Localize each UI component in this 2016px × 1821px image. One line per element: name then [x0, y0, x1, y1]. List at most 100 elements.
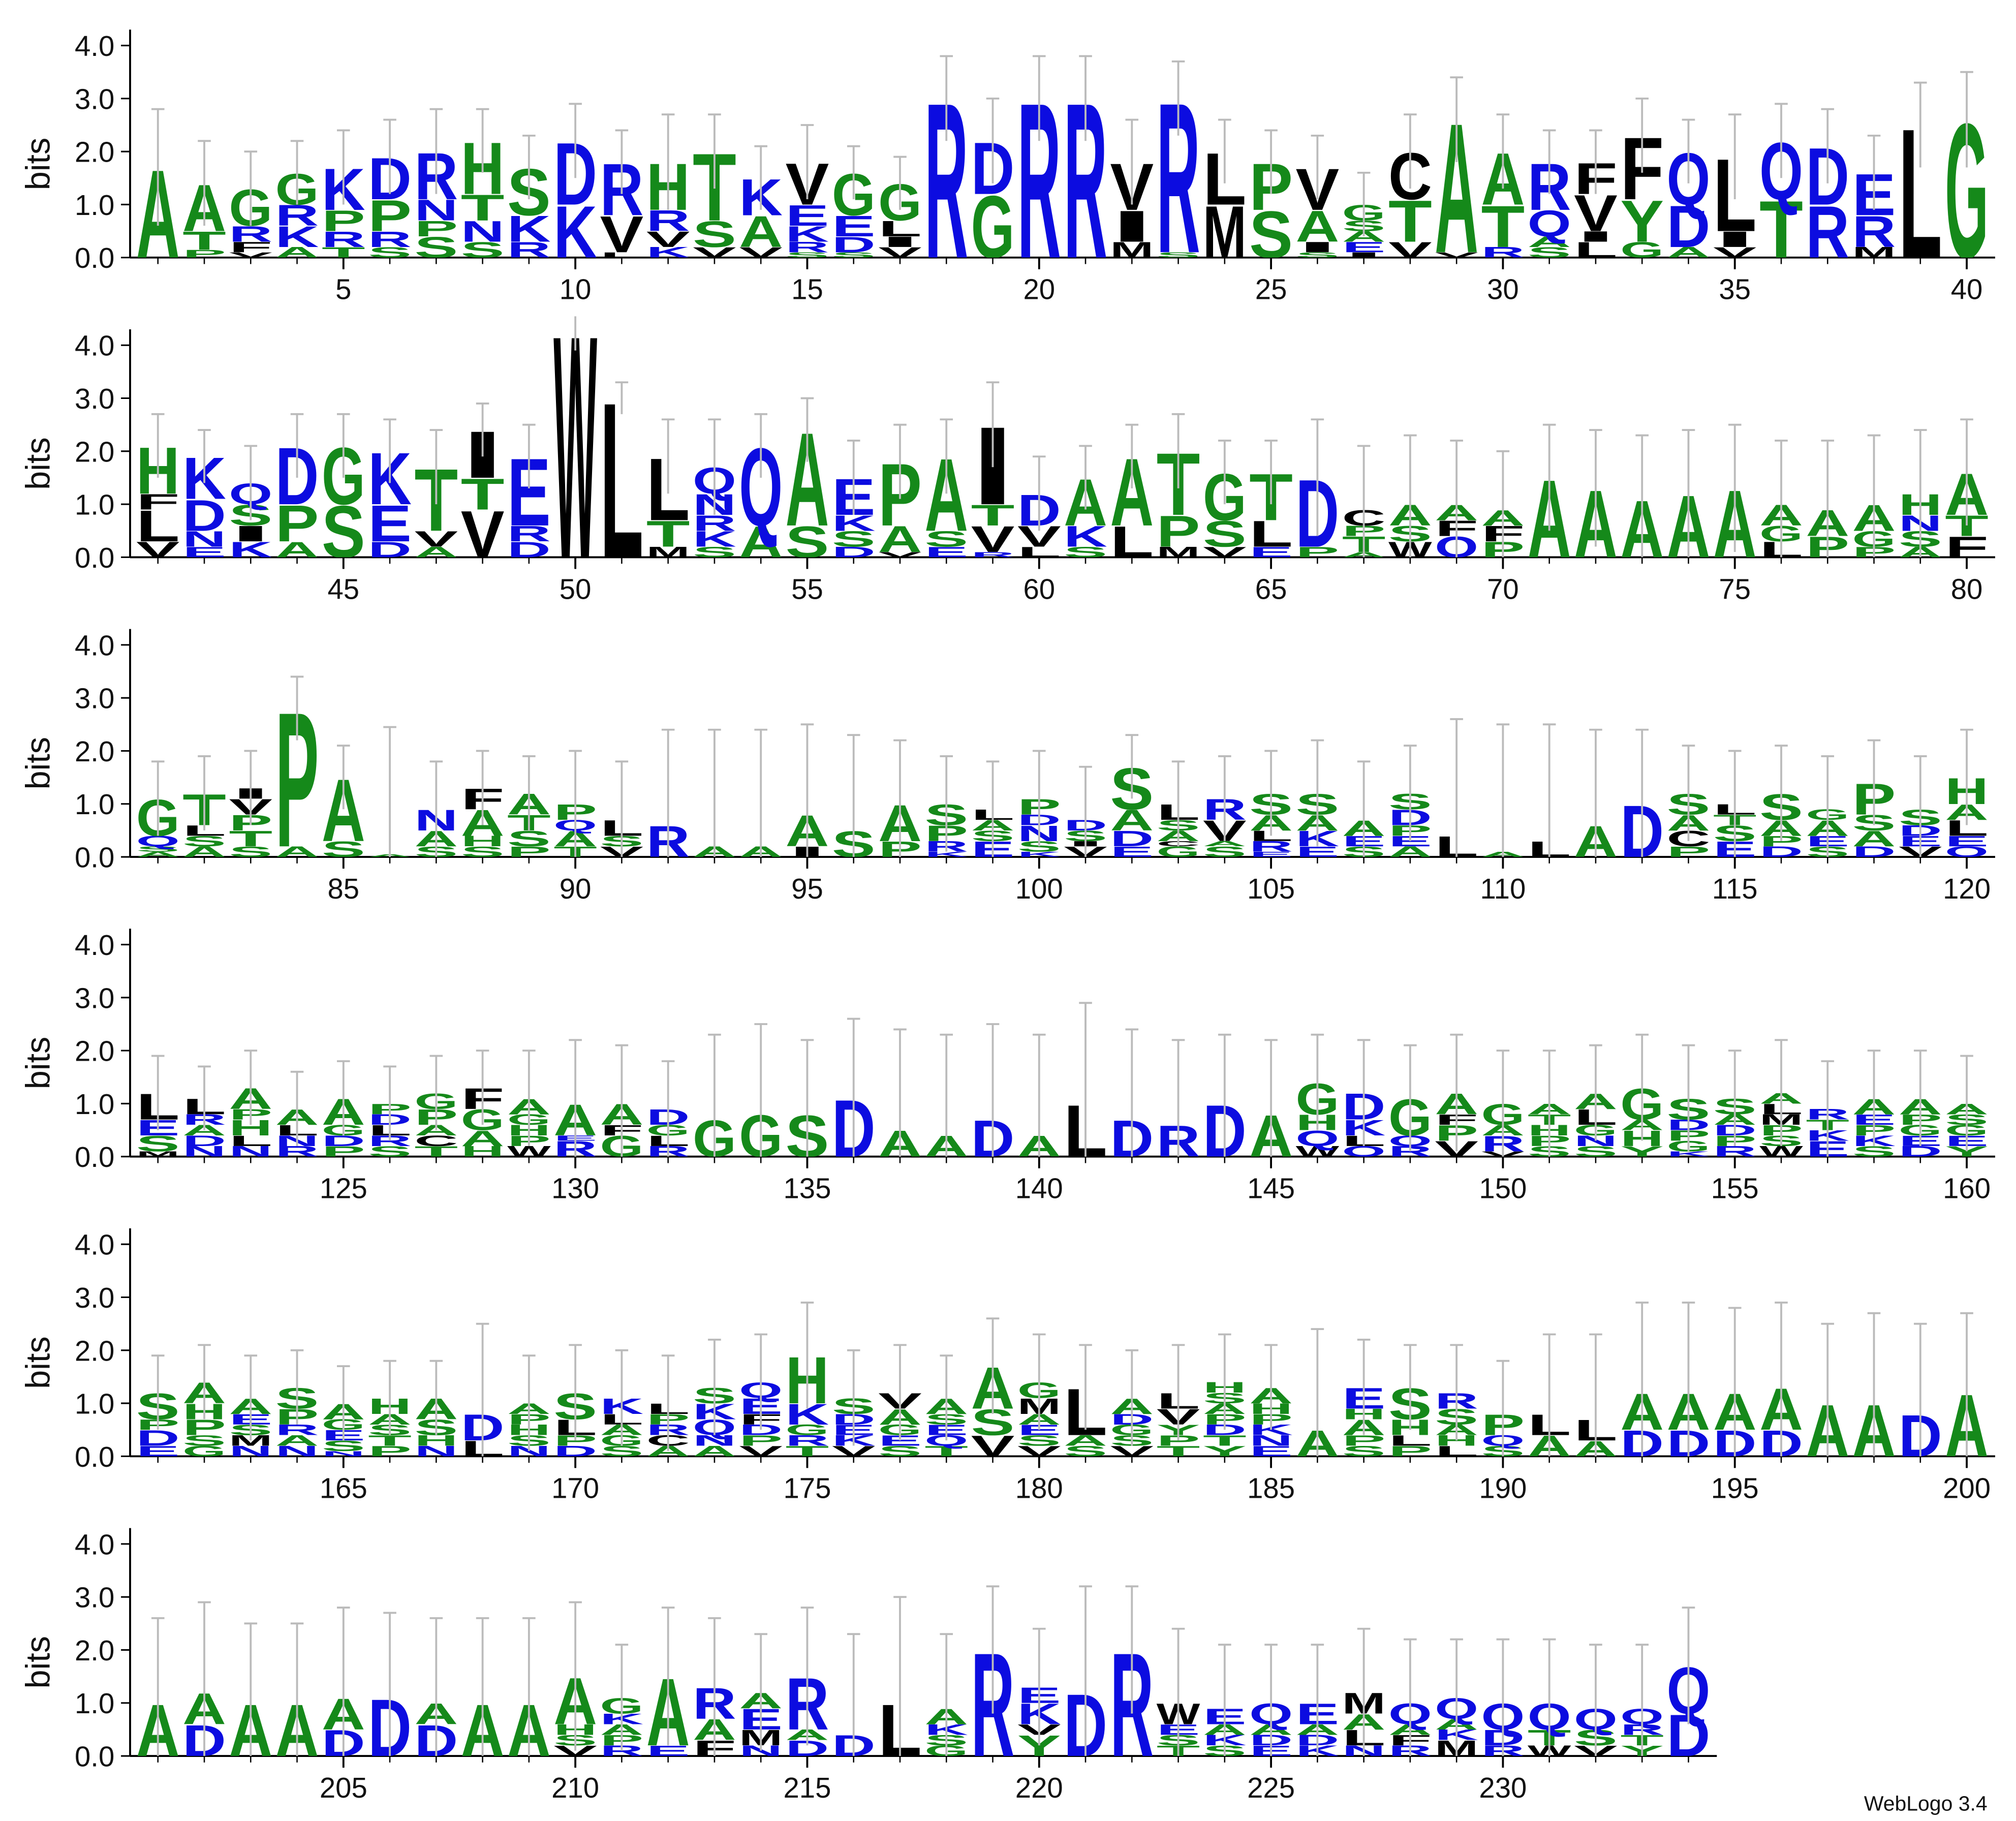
error-bar — [476, 108, 489, 173]
error-bar — [198, 429, 211, 483]
letter: S — [693, 213, 736, 255]
letter: K — [1667, 1150, 1711, 1158]
letter: I — [878, 233, 922, 250]
x-tick-label: 55 — [791, 573, 823, 605]
error-bar — [151, 413, 165, 478]
letter: R — [786, 1432, 829, 1449]
error-bar — [1775, 103, 1788, 178]
error-bar — [383, 418, 396, 483]
credit: WebLogo 3.4 — [1864, 1792, 1988, 1815]
letter: L — [1110, 517, 1154, 567]
error-bar — [1960, 71, 1973, 168]
letter: M — [1110, 237, 1154, 262]
error-bar — [940, 1033, 953, 1157]
error-bar — [151, 1055, 165, 1130]
logo-row: bits 0.0 1.0 2.0 3.0 4.0 — [19, 329, 1995, 574]
y-tick-label: 3.0 — [75, 683, 114, 715]
letter: P — [1667, 844, 1711, 860]
x-tick-label: 210 — [551, 1772, 599, 1804]
stack: MRE — [1852, 162, 1896, 257]
letter: I — [229, 521, 272, 546]
letter: T — [1157, 1443, 1200, 1460]
stack: ADQ — [1667, 138, 1711, 258]
letter: A — [275, 1432, 319, 1449]
y-tick-label: 0.0 — [75, 1441, 114, 1473]
letter: I — [1342, 251, 1386, 259]
letter: S — [786, 251, 829, 259]
error-bar — [1032, 1333, 1046, 1430]
error-bar — [847, 1633, 860, 1756]
letter: S — [461, 844, 505, 860]
stack: SG — [322, 431, 365, 557]
y-axis-label: bits — [19, 138, 57, 191]
letter: W — [1295, 1143, 1339, 1160]
x-tick-label: 215 — [783, 1772, 831, 1804]
error-bar — [847, 440, 860, 515]
letter: L — [136, 501, 180, 551]
letter: F — [136, 489, 180, 514]
error-bar — [1125, 118, 1139, 205]
x-tick-label: 65 — [1255, 573, 1287, 605]
logo-row: bits 0.0 1.0 2.0 3.0 4.0 — [19, 929, 1995, 1173]
letter: E — [832, 210, 876, 243]
error-bar — [1311, 418, 1324, 536]
letter: N — [461, 215, 505, 248]
error-bar — [1821, 755, 1835, 857]
error-bar — [1913, 81, 1927, 168]
x-tick-label: 175 — [783, 1472, 831, 1504]
error-bar — [337, 413, 350, 478]
letter: P — [182, 248, 226, 260]
error-bar — [1079, 1585, 1092, 1756]
letter: V — [739, 1443, 783, 1460]
error-bar — [800, 124, 814, 200]
error-bar — [290, 413, 304, 478]
x-tick-label: 110 — [1480, 873, 1526, 905]
error-bar — [1542, 1050, 1556, 1157]
error-bar — [1542, 423, 1556, 531]
error-bar — [1542, 129, 1556, 194]
letter: N — [275, 1443, 319, 1460]
x-tick-label: 85 — [327, 873, 359, 905]
stack: SP — [1249, 150, 1293, 258]
error-bar — [1589, 1044, 1602, 1141]
letter: R — [646, 204, 690, 237]
error-bar — [429, 108, 443, 194]
error-bar — [1542, 723, 1556, 857]
letter: A — [461, 1126, 505, 1151]
x-tick-label: 180 — [1015, 1472, 1063, 1504]
x-tick-label: 135 — [783, 1172, 831, 1205]
error-bar — [1496, 723, 1510, 857]
letter: M — [1157, 544, 1200, 561]
letter: Y — [1620, 189, 1664, 255]
letter: F — [229, 239, 272, 256]
error-bar — [1450, 1344, 1463, 1441]
error-bar — [1682, 1044, 1695, 1152]
letter: H — [461, 833, 505, 850]
error-bar — [1635, 1033, 1649, 1141]
letter: P — [368, 191, 412, 241]
error-bar — [1125, 1585, 1139, 1714]
error-bar — [940, 755, 953, 852]
letter: L — [1574, 237, 1618, 262]
error-bar — [986, 1585, 1000, 1714]
letter: N — [229, 1443, 272, 1460]
error-bar — [290, 675, 304, 740]
letter: L — [878, 217, 922, 241]
error-bar — [661, 1060, 675, 1157]
letter: N — [182, 527, 226, 551]
letter: A — [739, 207, 783, 257]
letter: G — [182, 1443, 226, 1460]
error-bar — [1171, 1039, 1185, 1157]
x-tick-label: 60 — [1023, 573, 1055, 605]
error-bar — [337, 1607, 350, 1756]
error-bar — [1450, 76, 1463, 163]
letter: I — [1110, 201, 1154, 251]
y-axis-label: bits — [19, 1636, 57, 1689]
error-bar — [1913, 755, 1927, 857]
letter: E — [136, 1443, 180, 1460]
y-tick-label: 2.0 — [75, 1634, 114, 1666]
error-bar — [1682, 745, 1695, 841]
